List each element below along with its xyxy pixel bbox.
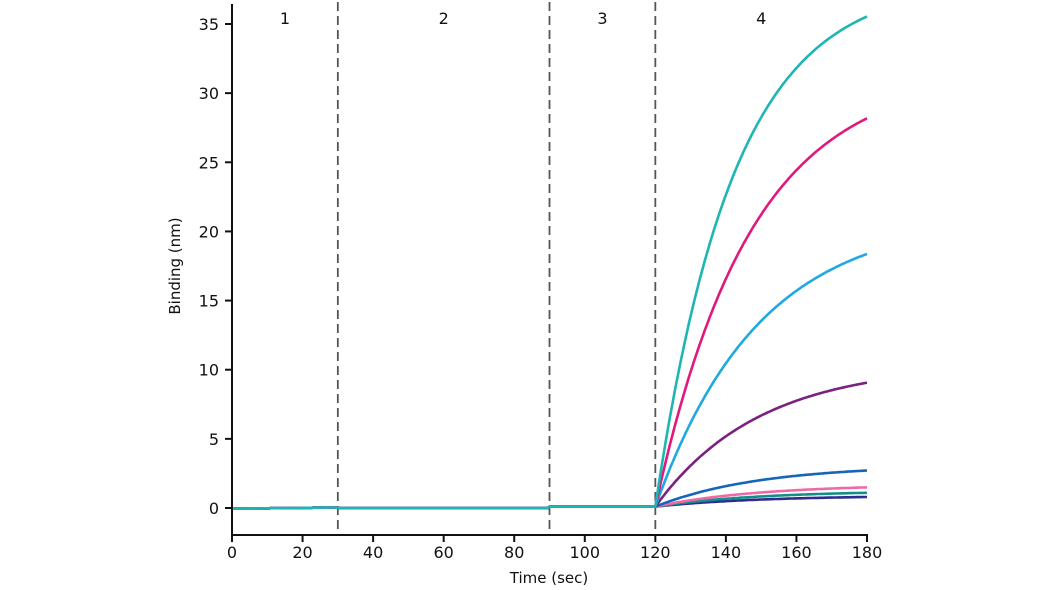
series-teal: [232, 15, 868, 510]
y-axis-title: Binding (nm): [166, 217, 184, 314]
y-tick-label: 25: [199, 153, 219, 172]
y-tick-label: 35: [199, 15, 219, 34]
region-label-1: 1: [280, 9, 290, 28]
x-axis-title: Time (sec): [509, 569, 588, 587]
x-tick-label: 20: [292, 543, 312, 562]
y-tick-label: 0: [209, 499, 219, 518]
region-dividers: [336, 2, 657, 535]
y-tick-label: 10: [199, 361, 219, 380]
region-label-3: 3: [597, 9, 607, 28]
x-tick-label: 0: [227, 543, 237, 562]
y-tick-label: 20: [199, 222, 219, 241]
region-label-2: 2: [439, 9, 449, 28]
x-tick-label: 100: [570, 543, 601, 562]
x-tick-label: 40: [363, 543, 383, 562]
y-tick-label: 30: [199, 84, 219, 103]
x-tick-label: 80: [504, 543, 524, 562]
x-tick-label: 60: [433, 543, 453, 562]
y-tick-label: 5: [209, 430, 219, 449]
y-axis-ticks: 0 5 10 15 20 25 30 35: [199, 15, 232, 518]
series-blue: [232, 469, 868, 510]
x-tick-label: 140: [711, 543, 742, 562]
x-tick-label: 120: [640, 543, 671, 562]
region-labels: 1 2 3 4: [280, 9, 766, 28]
y-tick-label: 15: [199, 292, 219, 311]
data-series: [232, 15, 868, 510]
x-axis-ticks: 0 20 40 60 80 100 120 140 160 180: [227, 535, 882, 562]
x-tick-label: 160: [781, 543, 812, 562]
region-label-4: 4: [756, 9, 766, 28]
x-tick-label: 180: [852, 543, 883, 562]
